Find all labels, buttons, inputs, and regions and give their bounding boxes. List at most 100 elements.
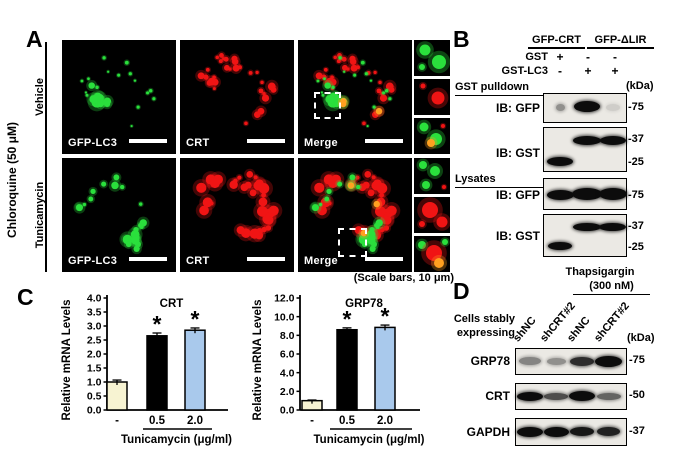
bar (106, 381, 128, 411)
bar (374, 326, 396, 411)
kda-marker: -37 (628, 220, 644, 232)
fluorescence-dot (388, 97, 392, 101)
fluorescence-image (313, 51, 397, 128)
fluorescence-dot (130, 124, 133, 128)
fluorescence-dot (253, 175, 258, 180)
fluorescence-dot (383, 225, 390, 231)
row-label-vehicle: Vehicle (34, 78, 46, 116)
y-tick-label: 1.5 (87, 363, 102, 375)
micro-tile-tunicamycin-crt: CRT (180, 158, 294, 272)
fluorescence-dot (328, 178, 338, 189)
fluorescence-dot (420, 83, 426, 89)
kda-marker: -75 (628, 189, 644, 201)
fluorescence-dot (229, 180, 238, 189)
kda-label-d: (kDa) (627, 332, 655, 344)
fluorescence-dot (358, 236, 365, 242)
fluorescence-dot (333, 101, 340, 108)
condition-value: + (584, 64, 592, 78)
fluorescence-dot (248, 70, 253, 75)
fluorescence-dot (88, 196, 94, 202)
fluorescence-dot (258, 197, 268, 207)
fluorescence-dot (111, 181, 119, 190)
chart-crt: 0.0 0.5 1.0 1.5 2.0 2.5 3.0 3.5 4.0 CRT Relative m… (60, 285, 245, 458)
inset-tile-4 (414, 158, 450, 194)
fluorescence-dot (388, 87, 395, 93)
kda-marker: -37 (628, 133, 644, 145)
blot-band (517, 391, 544, 401)
group-header-gfp-dlir: GFP-ΔLIR (587, 34, 654, 49)
fluorescence-dot (356, 184, 361, 190)
fluorescence-dot (314, 182, 325, 193)
blot-band (546, 189, 574, 200)
fluorescence-dot (350, 64, 358, 72)
scale-note: (Scale bars, 10 μm) (353, 272, 454, 284)
fluorescence-dot (88, 82, 95, 89)
tile-label: CRT (186, 137, 210, 149)
fluorescence-dot (128, 72, 132, 76)
fluorescence-dot (249, 228, 260, 239)
blot-band (547, 157, 574, 167)
fluorescence-dot (211, 78, 219, 86)
y-tick-label: 12.0 (274, 293, 295, 305)
blot-band (605, 104, 620, 111)
blot-band (555, 104, 565, 111)
kda-marker: -25 (628, 241, 644, 253)
fluorescence-dot (442, 185, 446, 189)
fluorescence-dot (427, 139, 435, 147)
blot-band (571, 187, 602, 200)
kda-marker: -37 (629, 425, 645, 437)
fluorescence-dot (432, 55, 446, 69)
y-tick-label: 0.0 (87, 405, 102, 417)
blot-label: CRT (485, 389, 510, 403)
fluorescence-dot (373, 200, 380, 208)
scale-bar (365, 139, 403, 143)
y-tick-label: 10.0 (274, 311, 295, 323)
fluorescence-dot (101, 181, 107, 187)
fluorescence-dot (315, 72, 323, 80)
blot-band (572, 223, 601, 231)
fluorescence-dot (139, 224, 144, 229)
x-tick-label: 2.0 (377, 415, 393, 427)
x-axis-label: Tunicamycin (μg/ml) (121, 434, 232, 446)
condition-value: + (556, 50, 564, 64)
fluorescence-dot (261, 226, 267, 233)
condition-value: + (611, 64, 619, 78)
fluorescence-dot (102, 56, 106, 60)
fluorescence-dot (419, 161, 427, 169)
condition-value: - (586, 50, 590, 64)
kda-marker: -75 (629, 354, 645, 366)
fluorescence-image (417, 197, 450, 231)
fluorescence-dot (80, 79, 84, 83)
fluorescence-dot (244, 121, 248, 126)
blot-band (573, 101, 600, 113)
blot-band (595, 355, 623, 367)
fluorescence-dot (107, 70, 110, 73)
group-header-gfp-crt: GFP-CRT (528, 34, 585, 49)
blot-band (598, 187, 627, 200)
fluorescence-dot (386, 205, 397, 216)
fluorescence-dot (349, 174, 356, 181)
fluorescence-image (416, 41, 450, 74)
blot-lysates-ib-gst (543, 214, 627, 257)
fluorescence-dot (349, 58, 357, 65)
fluorescence-dot (231, 58, 239, 65)
y-axis-label: Relative mRNA Levels (61, 299, 73, 420)
fluorescence-dot (323, 67, 328, 72)
fluorescence-dot (419, 64, 425, 70)
fluorescence-dot (318, 202, 323, 207)
fluorescence-dot (196, 182, 207, 193)
blot-band (569, 391, 596, 401)
fluorescence-dot (347, 182, 355, 189)
blot-band (597, 427, 621, 436)
cells-label-line2: expressing (456, 327, 515, 339)
fluorescence-dot (426, 245, 442, 261)
y-tick-label: 4.0 (280, 367, 295, 379)
fluorescence-dot (120, 184, 125, 190)
tile-label: GFP-LC3 (68, 137, 118, 149)
blot-label: GRP78 (470, 354, 510, 368)
fluorescence-dot (76, 204, 82, 210)
bar-chart-grp78: 0.0 2.0 4.0 6.0 8.0 10.0 12.0 GRP78 Relative mRN… (252, 293, 425, 446)
fluorescence-dot (331, 85, 335, 90)
fluorescence-dot (124, 60, 129, 65)
